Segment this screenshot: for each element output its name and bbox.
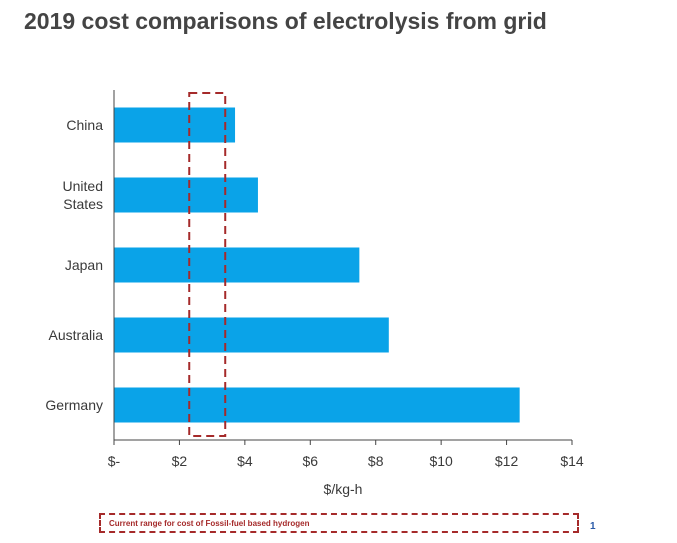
fossil-range-box bbox=[188, 92, 227, 437]
bar-3 bbox=[114, 317, 389, 353]
bar-2 bbox=[114, 247, 360, 283]
x-tick-label-3: $6 bbox=[302, 453, 318, 469]
x-tick-label-7: $14 bbox=[560, 453, 584, 469]
x-tick-label-5: $10 bbox=[429, 453, 453, 469]
legend-note-text: Current range for cost of Fossil-fuel ba… bbox=[109, 519, 310, 528]
x-tick-label-0: $- bbox=[108, 453, 121, 469]
category-label-2: Japan bbox=[65, 257, 103, 273]
category-label-3: Australia bbox=[49, 327, 104, 343]
bar-4 bbox=[114, 387, 520, 423]
x-tick-label-1: $2 bbox=[172, 453, 188, 469]
category-label-0: China bbox=[66, 117, 103, 133]
legend-note-box: Current range for cost of Fossil-fuel ba… bbox=[99, 513, 579, 533]
x-tick-label-6: $12 bbox=[495, 453, 519, 469]
x-tick-label-2: $4 bbox=[237, 453, 253, 469]
category-label-4: Germany bbox=[45, 397, 103, 413]
x-tick-label-4: $8 bbox=[368, 453, 384, 469]
chart-title: 2019 cost comparisons of electrolysis fr… bbox=[24, 8, 547, 34]
category-label-1: United States bbox=[63, 178, 103, 212]
bar-1 bbox=[114, 177, 258, 213]
x-axis-label: $/kg-h bbox=[324, 481, 363, 497]
page-number: 1 bbox=[590, 521, 596, 532]
bar-0 bbox=[114, 107, 236, 143]
